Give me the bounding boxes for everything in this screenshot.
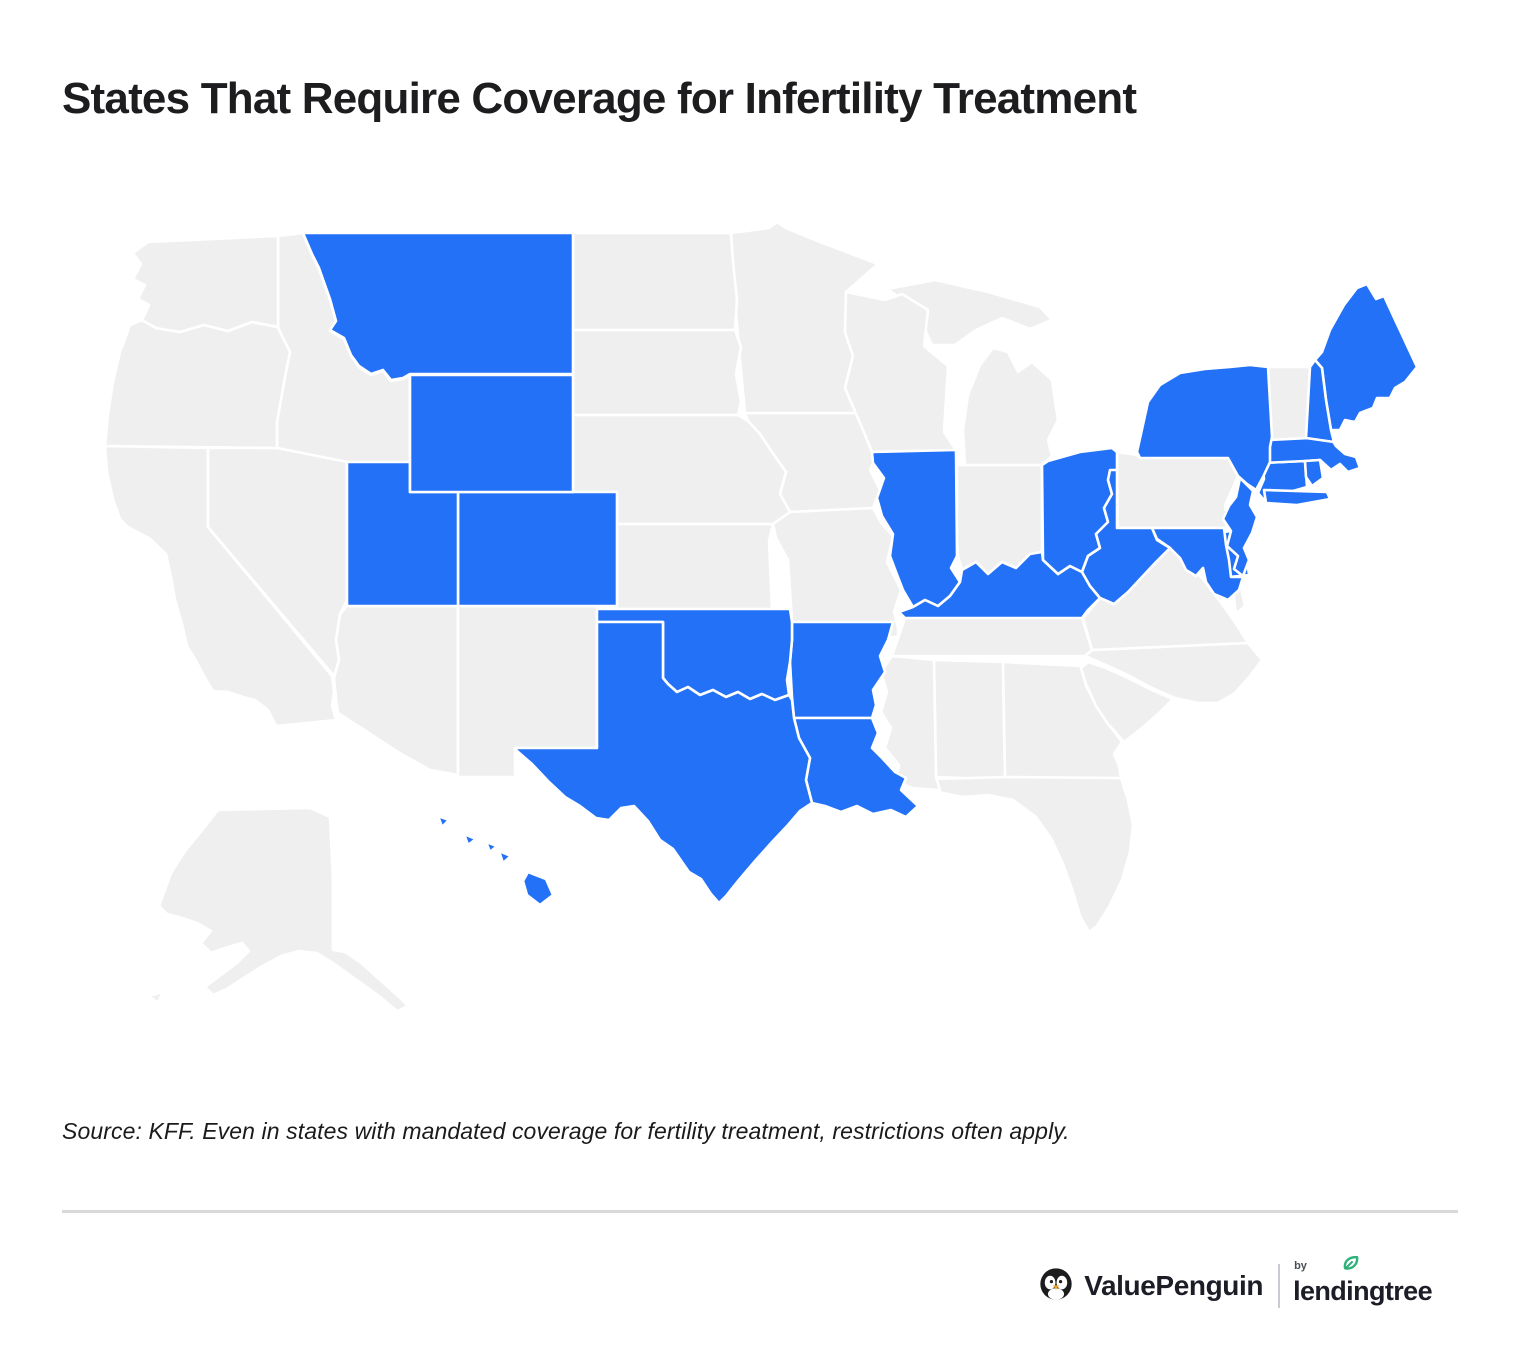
page-title: States That Require Coverage for Inferti… [62,74,1137,123]
state-wyoming [408,373,575,494]
state-hawaii [436,814,555,907]
state-alaska [147,806,410,1013]
footer-brand-bar: ValuePenguin by lendingtree [1037,1255,1433,1314]
lendingtree-logo: by lendingtree [1293,1255,1433,1307]
state-arizona [332,604,460,777]
state-california [103,444,338,728]
state-kansas [615,522,775,611]
valuepenguin-logo: ValuePenguin [1037,1265,1263,1308]
logo-separator [1278,1264,1281,1308]
state-south-carolina [1079,660,1175,744]
leaf-icon [1342,1255,1360,1277]
state-north-dakota [571,231,739,332]
state-maryland [1150,526,1245,602]
state-washington [131,234,280,334]
state-wisconsin [843,290,958,454]
state-new-york [1135,363,1332,507]
lendingtree-wordmark: lendingtree [1293,1275,1433,1306]
state-colorado [456,490,619,608]
state-oregon [103,318,292,450]
state-west-virginia [1080,468,1172,606]
state-north-carolina [1083,641,1264,705]
by-label: by [1294,1259,1307,1272]
penguin-icon [1037,1265,1075,1308]
state-texas [513,620,814,905]
state-nevada [206,446,349,678]
state-rhode-island [1303,458,1325,488]
state-new-jersey [1221,476,1259,578]
state-new-hampshire [1304,358,1336,444]
state-maine [1313,282,1419,432]
state-arkansas [788,620,895,720]
state-florida [934,775,1135,934]
state-tennessee [890,616,1094,658]
state-mississippi [879,654,942,792]
footer-divider [62,1210,1458,1213]
valuepenguin-wordmark: ValuePenguin [1084,1270,1264,1301]
state-illinois [870,448,962,609]
state-alabama [932,658,1011,793]
state-south-dakota [571,328,743,417]
state-vermont [1266,365,1312,442]
state-pennsylvania [1115,450,1240,530]
source-note: Source: KFF. Even in states with mandate… [62,1118,1070,1144]
